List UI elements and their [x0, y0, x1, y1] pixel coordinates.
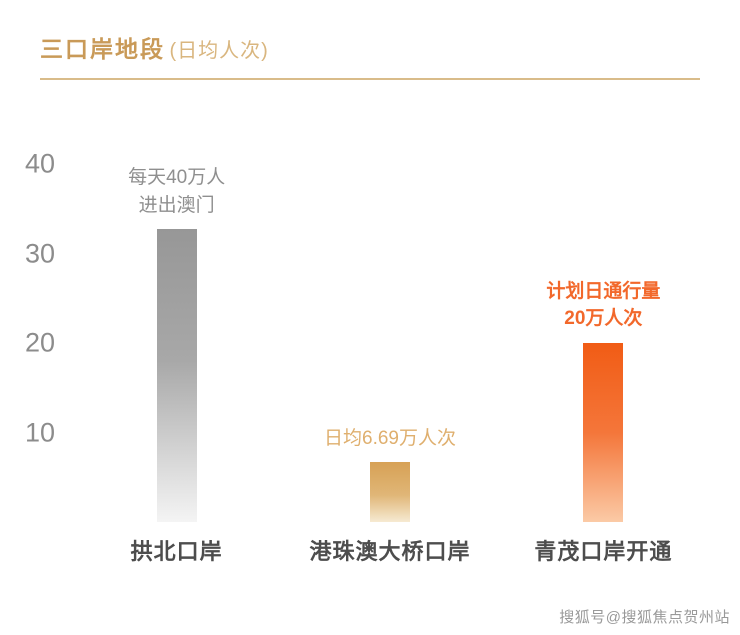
annotation-qingmao: 计划日通行量 20万人次: [546, 280, 661, 330]
chart-title: 三口岸地段: [40, 36, 165, 62]
annotation-hzmb: 日均6.69万人次: [324, 427, 456, 449]
y-axis-tick-20: 20: [24, 327, 55, 358]
bar-hzmb-port: [369, 462, 410, 522]
y-axis-tick-30: 30: [24, 238, 55, 268]
chart-title-line: 三口岸地段 (日均人次): [40, 30, 700, 64]
bar-gongbei-port: [156, 229, 197, 522]
bar-column-gongbei: 每天40万人 进出澳门: [70, 164, 283, 522]
chart-header: 三口岸地段 (日均人次): [0, 0, 740, 80]
bar-column-qingmao: 计划日通行量 20万人次: [497, 164, 710, 522]
plot-area: 40 30 20 10 每天40万人 进出澳门 日均6.69万人次 计划日通行量…: [25, 150, 710, 522]
bar-qingmao-port: [583, 343, 624, 522]
y-axis-tick-10: 10: [24, 417, 55, 447]
bar-chart: 40 30 20 10 每天40万人 进出澳门 日均6.69万人次 计划日通行量…: [25, 150, 710, 566]
x-label-hzmb: 港珠澳大桥口岸: [309, 539, 471, 564]
chart-subtitle: (日均人次): [169, 40, 269, 62]
x-label-gongbei: 拱北口岸: [130, 539, 223, 564]
x-label-qingmao: 青茂口岸开通: [534, 539, 673, 564]
watermark: 搜狐号@搜狐焦点贺州站: [559, 609, 730, 626]
x-axis-labels: 拱北口岸 港珠澳大桥口岸 青茂口岸开通: [70, 534, 710, 566]
y-axis-tick-40: 40: [24, 148, 55, 179]
annotation-gongbei: 每天40万人 进出澳门: [128, 167, 226, 216]
bar-column-hzmb: 日均6.69万人次: [283, 164, 496, 522]
title-underline: [40, 78, 700, 80]
y-axis: 40 30 20 10: [0, 150, 55, 522]
